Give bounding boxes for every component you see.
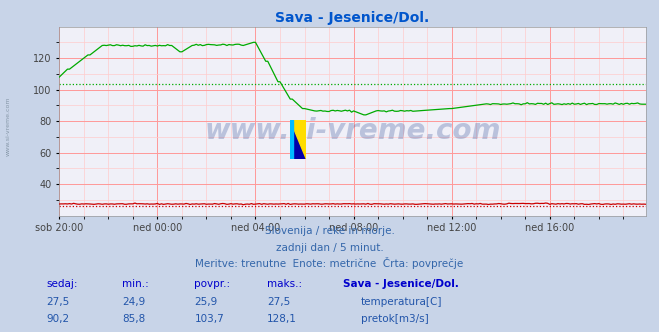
Text: 85,8: 85,8 <box>122 314 145 324</box>
Text: 27,5: 27,5 <box>267 297 290 307</box>
Text: www.si-vreme.com: www.si-vreme.com <box>5 96 11 156</box>
Text: www.si-vreme.com: www.si-vreme.com <box>204 117 501 145</box>
Polygon shape <box>290 120 306 159</box>
Bar <box>290 120 293 159</box>
Text: 103,7: 103,7 <box>194 314 224 324</box>
Text: pretok[m3/s]: pretok[m3/s] <box>361 314 429 324</box>
Text: 24,9: 24,9 <box>122 297 145 307</box>
Title: Sava - Jesenice/Dol.: Sava - Jesenice/Dol. <box>275 11 430 25</box>
Text: 27,5: 27,5 <box>46 297 69 307</box>
Text: maks.:: maks.: <box>267 279 302 289</box>
Text: temperatura[C]: temperatura[C] <box>361 297 443 307</box>
Text: Sava - Jesenice/Dol.: Sava - Jesenice/Dol. <box>343 279 459 289</box>
Text: zadnji dan / 5 minut.: zadnji dan / 5 minut. <box>275 243 384 253</box>
Text: Slovenija / reke in morje.: Slovenija / reke in morje. <box>264 226 395 236</box>
Text: povpr.:: povpr.: <box>194 279 231 289</box>
Text: sedaj:: sedaj: <box>46 279 78 289</box>
Text: 25,9: 25,9 <box>194 297 217 307</box>
Text: 128,1: 128,1 <box>267 314 297 324</box>
Text: min.:: min.: <box>122 279 149 289</box>
Text: Meritve: trenutne  Enote: metrične  Črta: povprečje: Meritve: trenutne Enote: metrične Črta: … <box>195 257 464 269</box>
Text: 90,2: 90,2 <box>46 314 69 324</box>
